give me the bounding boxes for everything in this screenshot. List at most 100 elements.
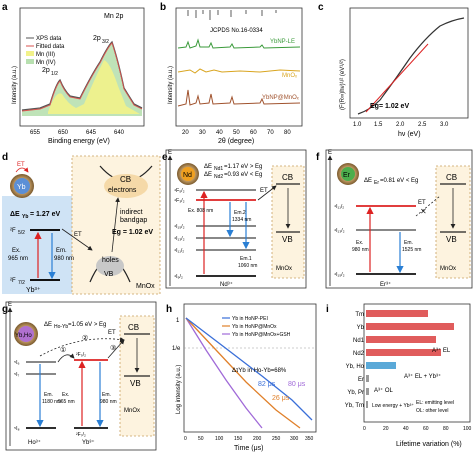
panel-h: h 1 1/e Yb in HoNP-PEI Yb in HoNP@MnOx Y… bbox=[166, 303, 317, 452]
i-bar bbox=[366, 349, 441, 356]
e-d2-sub: Nd2 bbox=[214, 174, 223, 180]
f-cb: CB bbox=[446, 173, 457, 182]
jcpds-sticks bbox=[187, 10, 277, 20]
a-tick-3: 640 bbox=[114, 130, 125, 136]
d-delta-val: = 1.27 eV bbox=[30, 211, 60, 218]
i-bar bbox=[366, 323, 454, 330]
g-yb-label-0: ²F₅/₂ bbox=[76, 352, 86, 358]
d-level-upper-sub: 5/2 bbox=[18, 230, 25, 236]
h-tau-2: 26 μs bbox=[272, 395, 290, 402]
i-bar bbox=[366, 401, 368, 408]
peak-2p12: 2p bbox=[42, 67, 50, 74]
f-et-arrow bbox=[415, 195, 441, 217]
legend-mn4: Mn (IV) bbox=[36, 60, 56, 66]
f-blocked-cross: ✕ bbox=[420, 207, 427, 216]
g-host: MnOx bbox=[124, 408, 140, 414]
legend-mn4-swatch bbox=[26, 59, 34, 64]
panel-e-frame bbox=[165, 149, 307, 289]
hole-pool bbox=[96, 256, 124, 276]
i-ann-ybho: A³⁺ EL + Yb³⁺ bbox=[404, 373, 441, 380]
a-tick-1: 650 bbox=[58, 130, 69, 136]
f-d1: ΔE bbox=[364, 178, 372, 184]
b-tick-6: 80 bbox=[284, 130, 291, 136]
i-category-label: Yb, Pr bbox=[347, 390, 364, 396]
panel-g: g E Yb,Ho ΔE Ho-Yb =1.05 eV > Eg CB VB M… bbox=[2, 301, 157, 451]
g-em-yb: Em. bbox=[102, 392, 111, 398]
e-d1-val: =1.17 eV > Eg bbox=[224, 164, 262, 170]
b-series-1: MnOₓ bbox=[282, 73, 297, 79]
b-tick-4: 60 bbox=[250, 130, 257, 136]
panel-h-frame bbox=[183, 303, 317, 433]
i-category-label: Nd2 bbox=[353, 351, 365, 357]
d-ion-label: Yb³⁺ bbox=[26, 287, 41, 294]
h-tau-0: 82 μs bbox=[258, 381, 276, 388]
g-em-yb-nm: 980 nm bbox=[100, 399, 117, 405]
decay-pei bbox=[185, 317, 313, 421]
g-em-ho-nm: 1180 nm bbox=[42, 399, 61, 405]
peak-2p32-sub: 3/2 bbox=[102, 39, 109, 45]
h-delta: ΔτYb in Ho-Yb=68% bbox=[232, 368, 287, 374]
fit-curve bbox=[21, 42, 143, 112]
b-series-2: YbNP@MnOₓ bbox=[262, 95, 299, 101]
e-level-label-2: ⁴I₁₅/₂ bbox=[174, 224, 185, 230]
f-ex: Ex. bbox=[356, 240, 363, 246]
c-tick-3: 2.5 bbox=[418, 122, 427, 128]
f-vb: VB bbox=[446, 235, 457, 244]
b-ylabel: Intensity (a.u.) bbox=[168, 66, 174, 104]
panel-a-tag: Mn 2p bbox=[104, 13, 124, 20]
yb-particle-core bbox=[14, 178, 30, 194]
d-delta: ΔE bbox=[10, 211, 20, 218]
e-level-label-1: ⁴F₃/₂ bbox=[174, 198, 185, 204]
e-ion: Nd bbox=[183, 172, 192, 179]
c-tick-2: 2.0 bbox=[396, 122, 405, 128]
i-ann-ol: A³⁺ OL bbox=[374, 387, 394, 394]
g-ho-label-0: ⁵I₆ bbox=[14, 360, 19, 366]
c-xlabel: hν (eV) bbox=[398, 131, 421, 138]
e-em2: Em.2 bbox=[234, 210, 246, 216]
e-d1-sub: Nd1 bbox=[214, 166, 223, 172]
g-step3-arrow bbox=[107, 339, 125, 359]
d-et-arrow bbox=[61, 228, 93, 251]
g-yb-ion-label: Yb³⁺ bbox=[82, 439, 95, 446]
a-tick-0: 655 bbox=[30, 130, 41, 136]
d-ex-nm: 965 nm bbox=[8, 256, 28, 262]
b-tick-3: 50 bbox=[233, 130, 240, 136]
g-axis-label: E bbox=[8, 302, 12, 308]
d-indirect2: bandgap bbox=[120, 217, 147, 224]
nd-particle-core bbox=[181, 167, 195, 181]
b-tick-2: 40 bbox=[216, 130, 223, 136]
h-tick-3: 150 bbox=[234, 436, 243, 442]
mn3-fill bbox=[48, 60, 140, 114]
d-ion: Yb bbox=[17, 184, 26, 191]
d-et-top: ET bbox=[17, 162, 25, 168]
decay-mnox bbox=[185, 317, 301, 429]
panel-c: c Eg= 1.02 eV 1.0 1.5 2.0 2.5 3.0 hν (eV… bbox=[318, 2, 469, 138]
e-host: MnOx bbox=[276, 266, 292, 272]
panel-f-letter: f bbox=[316, 152, 320, 163]
d-ex: Ex. bbox=[12, 248, 21, 254]
c-eg: Eg= 1.02 eV bbox=[370, 103, 409, 110]
panel-d-letter: d bbox=[2, 152, 8, 163]
e-level-label-5: ⁴I₉/₂ bbox=[174, 274, 183, 280]
h-tick-7: 350 bbox=[305, 436, 314, 442]
f-d1-sub: Er bbox=[374, 180, 379, 186]
b-tick-1: 30 bbox=[199, 130, 206, 136]
g-step-2: ② bbox=[82, 334, 88, 342]
h-ytick-1e: 1/e bbox=[172, 346, 181, 352]
panel-i-frame bbox=[363, 303, 471, 423]
c-tick-4: 3.0 bbox=[440, 122, 449, 128]
g-d1-sub: Ho-Yb bbox=[54, 324, 68, 330]
g-yb-label-1: ²F₇/₂ bbox=[76, 432, 86, 438]
f-em: Em. bbox=[404, 240, 413, 246]
g-ion: Yb,Ho bbox=[15, 333, 32, 339]
d-eg: Eg = 1.02 eV bbox=[112, 229, 153, 236]
d-cb: CB bbox=[120, 175, 131, 184]
g-d1: ΔE bbox=[44, 322, 52, 328]
g-ho-label-1: ⁵I₇ bbox=[14, 372, 19, 378]
e-ion-label: Nd³⁺ bbox=[220, 281, 233, 288]
f-em-nm: 1525 nm bbox=[402, 247, 421, 253]
f-host: MnOx bbox=[440, 266, 456, 272]
panel-g-frame bbox=[5, 301, 157, 451]
d-em: Em. bbox=[56, 248, 67, 254]
